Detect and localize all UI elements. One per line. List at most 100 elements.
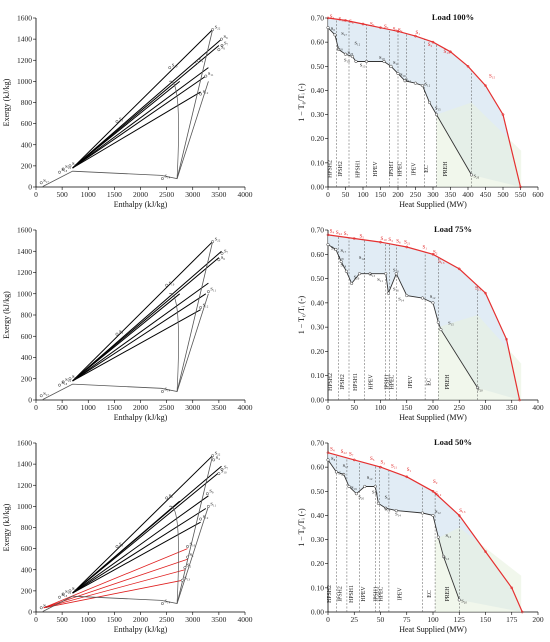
cold-point: [403, 79, 407, 83]
state-point-label: S₁₀: [169, 280, 175, 285]
hot-point: [352, 237, 356, 240]
cold-point: [334, 247, 338, 251]
hot-point: [484, 291, 487, 295]
y-tick-label: 0.10: [311, 158, 324, 167]
exergy-line: [42, 241, 213, 400]
state-point-label: S₁₁: [210, 501, 216, 506]
cold-point: [333, 33, 337, 37]
x-tick-label: 0: [326, 190, 330, 199]
exergy-line: [72, 38, 222, 169]
x-tick-label: 0: [34, 403, 38, 412]
state-point-label: S₁₉: [65, 164, 71, 169]
state-point: [211, 28, 215, 32]
y-tick-label: 200: [21, 586, 33, 595]
state-point-label: S₂₂: [215, 25, 221, 30]
y-axis-label: 1 − T₀/Tᵢ (-): [297, 295, 306, 334]
hot-point: [326, 16, 330, 20]
state-point-label: S₄: [216, 455, 221, 460]
hot-point: [449, 50, 452, 54]
hot-point-label: S₃: [381, 461, 386, 466]
x-tick-label: 50: [342, 190, 350, 199]
section-label: HPSH2: [327, 585, 333, 603]
section-label: IPSH1: [373, 586, 379, 602]
section-label: HPEC: [379, 586, 385, 601]
cold-point: [394, 272, 398, 276]
chart-panel-5: 0 500 1000 1500 2000 2500 3000 3500 4000 0 200 400 6…: [2, 439, 253, 635]
hot-point-label: S₄: [330, 15, 335, 20]
cold-point-label: S₁₃: [360, 62, 366, 67]
state-point: [39, 606, 43, 610]
section-label: EC: [426, 378, 432, 386]
state-point-label: S₆: [221, 255, 226, 260]
x-tick-label: 1000: [81, 403, 96, 412]
state-point: [165, 496, 169, 500]
hot-point-label: S₁₅: [489, 74, 496, 79]
x-tick-label: 600: [532, 190, 544, 199]
state-point: [199, 92, 203, 96]
water-steam-curve: [327, 244, 478, 389]
state-point: [212, 458, 216, 462]
y-tick-label: 1400: [17, 35, 32, 44]
hot-point: [484, 550, 487, 553]
cold-point: [457, 598, 461, 602]
x-tick-label: 550: [515, 190, 527, 199]
y-tick-label: 1600: [17, 14, 32, 23]
y-tick-label: 0.50: [311, 274, 324, 283]
hot-point-label: S₂: [433, 250, 438, 255]
x-tick-label: 350: [506, 403, 518, 412]
cold-point: [354, 59, 358, 64]
state-point: [165, 283, 169, 287]
y-tick-label: 0.10: [311, 583, 324, 592]
y-tick-label: 1000: [17, 77, 32, 86]
x-tick-label: 3000: [185, 190, 200, 199]
section-label: HPSH1: [356, 160, 362, 178]
hot-point-label: S₂₂: [341, 450, 348, 455]
state-point: [160, 602, 164, 605]
exergy-line: [72, 293, 181, 382]
preheater-area: [435, 527, 522, 612]
cold-point: [326, 458, 330, 462]
hot-point: [520, 610, 524, 614]
x-tick-label: 300: [427, 190, 439, 199]
cold-point: [427, 100, 432, 105]
y-tick-label: 600: [21, 332, 33, 341]
cold-point-label: S₁₁: [385, 495, 391, 500]
state-point-label: S₁₀: [190, 542, 196, 547]
cold-point: [420, 511, 425, 515]
cold-point-label: S₁₂: [367, 475, 373, 480]
y-tick-label: 1400: [17, 247, 32, 256]
cold-point: [343, 52, 348, 56]
state-point: [186, 545, 189, 548]
hot-point: [431, 489, 435, 493]
cold-point-label: S₁₇: [341, 248, 347, 253]
hot-point: [344, 19, 347, 22]
hot-point-label: S₁₃: [438, 260, 445, 265]
x-tick-label: 1500: [107, 615, 122, 624]
cold-point-label: S₁₉: [344, 57, 350, 62]
y-tick-label: 400: [21, 353, 33, 362]
hot-point: [379, 465, 382, 469]
state-point: [115, 332, 119, 336]
y-tick-label: 0.00: [311, 183, 324, 192]
hot-point: [352, 458, 356, 462]
x-tick-label: 250: [410, 190, 422, 199]
chart-panel-1: 0 500 1000 1500 2000 2500 3000 3500 4000 0 200 400 6…: [2, 14, 253, 210]
hot-point-label: S₅: [360, 235, 365, 240]
hot-point: [379, 26, 382, 30]
y-tick-label: 400: [21, 565, 33, 574]
cold-point: [441, 554, 446, 559]
x-tick-label: 3500: [211, 403, 226, 412]
state-point-label: S₁₂: [203, 514, 209, 519]
state-point: [220, 44, 224, 47]
section-label: EC: [424, 165, 430, 173]
cold-point-label: S₁₈: [338, 470, 344, 475]
cold-point-label: S₂₀: [474, 173, 480, 178]
state-point-label: S₁₉: [65, 377, 71, 382]
state-point: [39, 394, 43, 398]
cold-point-label: S₁₉: [351, 485, 357, 490]
x-tick-label: 200: [532, 615, 544, 624]
hot-point: [396, 29, 400, 33]
hot-point-label: S₂₁: [404, 241, 411, 246]
cold-point-label: S₁₂: [435, 509, 441, 514]
